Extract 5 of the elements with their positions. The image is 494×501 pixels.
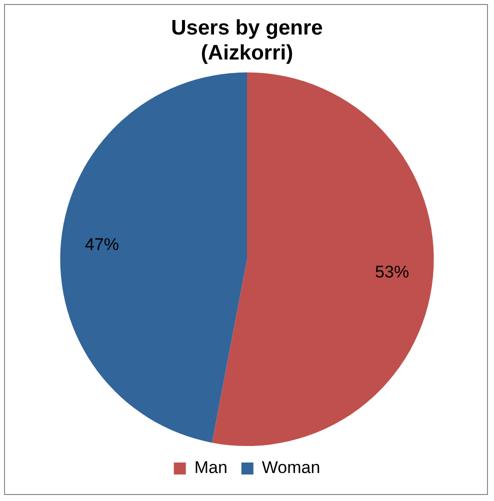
data-label: 53% (375, 262, 410, 282)
legend-label: Woman (262, 458, 320, 478)
chart-title: Users by genre (Aizkorri) (171, 16, 323, 65)
data-label: 47% (84, 235, 119, 254)
legend-label: Man (194, 458, 228, 478)
